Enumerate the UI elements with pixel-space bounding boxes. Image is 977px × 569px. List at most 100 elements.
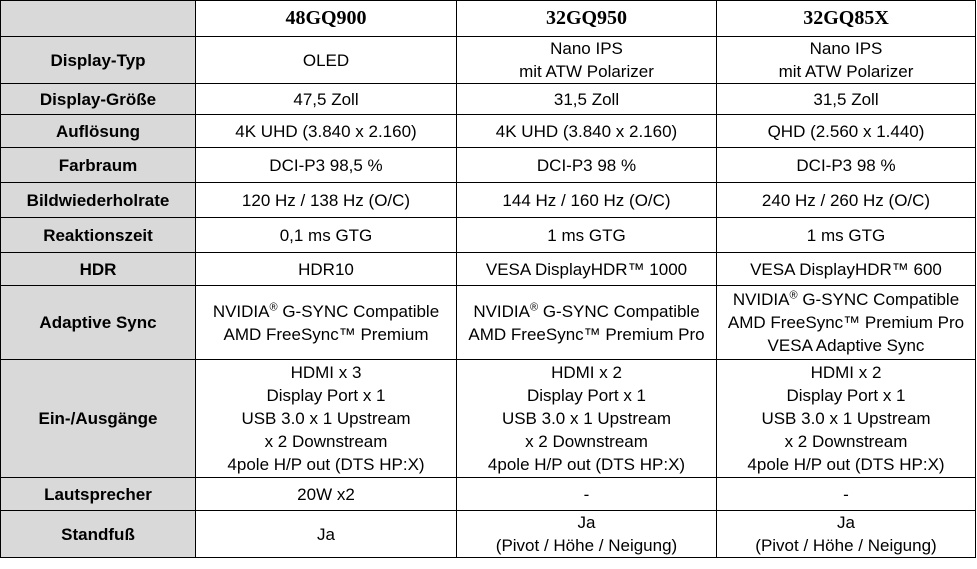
cell-text-line: AMD FreeSync™ Premium Pro	[468, 324, 705, 344]
table-row: Lautsprecher 20W x2 - -	[0, 477, 976, 511]
cell-text-line: -	[843, 484, 849, 504]
cell-48gq900: 47,5 Zoll	[195, 83, 457, 115]
cell-text-line: -	[583, 484, 590, 504]
cell-32gq85x: DCI-P3 98 %	[716, 147, 976, 183]
cell-32gq85x: 31,5 Zoll	[716, 83, 976, 115]
cell-text-line: DCI-P3 98,5 %	[269, 155, 383, 175]
cell-32gq950: Nano IPS mit ATW Polarizer	[456, 36, 717, 84]
cell-32gq85x: Ja (Pivot / Höhe / Neigung)	[716, 510, 976, 558]
cell-text-line: Nano IPS	[809, 39, 883, 58]
cell-32gq950: 1 ms GTG	[456, 217, 717, 253]
cell-48gq900: HDR10	[195, 252, 457, 286]
table-row: Ein-/Ausgänge HDMI x 3 Display Port x 1 USB…	[0, 359, 976, 478]
row-label: Reaktionszeit	[0, 217, 196, 253]
cell-48gq900: 0,1 ms GTG	[195, 217, 457, 253]
cell-text-line: 0,1 ms GTG	[279, 225, 373, 245]
cell-text-line: 1 ms GTG	[547, 225, 626, 245]
cell-48gq900: Ja	[195, 510, 457, 558]
cell-48gq900: HDMI x 3 Display Port x 1 USB 3.0 x 1 Upst…	[195, 359, 457, 478]
cell-32gq950: 144 Hz / 160 Hz (O/C)	[456, 182, 717, 218]
cell-text-line: Ja	[837, 513, 855, 532]
cell-text-line: Ja	[577, 513, 596, 532]
header-model-48gq900: 48GQ900	[195, 0, 457, 37]
cell-48gq900: 120 Hz / 138 Hz (O/C)	[195, 182, 457, 218]
cell-text-line: VESA Adaptive Sync	[767, 336, 925, 355]
table-row: Display-Typ OLED Nano IPS mit ATW Polarizer…	[0, 36, 976, 84]
row-label: Standfuß	[0, 510, 196, 558]
cell-text-line: AMD FreeSync™ Premium	[223, 324, 429, 344]
cell-text-line: 31,5 Zoll	[553, 89, 620, 109]
cell-text-line: 120 Hz / 138 Hz (O/C)	[241, 190, 411, 210]
cell-text-line: VESA DisplayHDR™ 1000	[485, 259, 688, 279]
cell-text-line: Nano IPS	[550, 39, 623, 58]
spec-comparison-table: 48GQ900 32GQ950 32GQ85X Display-Typ OLED N…	[0, 0, 976, 558]
cell-text-line: HDMI x 2	[810, 363, 882, 382]
table-row: Reaktionszeit 0,1 ms GTG 1 ms GTG 1 ms GTG	[0, 217, 976, 253]
cell-32gq950: DCI-P3 98 %	[456, 147, 717, 183]
table-row: HDR HDR10 VESA DisplayHDR™ 1000 VESA Displa…	[0, 252, 976, 286]
cell-text-line: USB 3.0 x 1 Upstream	[501, 409, 672, 428]
cell-32gq950: NVIDIA® G-SYNC Compatible AMD FreeSync™ P…	[456, 285, 717, 360]
header-corner-cell	[0, 0, 196, 37]
row-label: Adaptive Sync	[0, 285, 196, 360]
cell-text-line: 47,5 Zoll	[293, 89, 359, 109]
cell-32gq950: VESA DisplayHDR™ 1000	[456, 252, 717, 286]
cell-text-line: DCI-P3 98 %	[536, 155, 637, 175]
cell-text-line: 4pole H/P out (DTS HP:X)	[747, 455, 945, 474]
row-label: Lautsprecher	[0, 477, 196, 511]
cell-text-line: 4K UHD (3.840 x 2.160)	[235, 121, 417, 141]
cell-32gq85x: Nano IPS mit ATW Polarizer	[716, 36, 976, 84]
header-model-32gq85x: 32GQ85X	[716, 0, 976, 37]
cell-48gq900: OLED	[195, 36, 457, 84]
cell-32gq85x: 1 ms GTG	[716, 217, 976, 253]
table-row: Bildwiederholrate 120 Hz / 138 Hz (O/C) 14…	[0, 182, 976, 218]
header-model-32gq950: 32GQ950	[456, 0, 717, 37]
cell-text-line: x 2 Downstream	[784, 432, 908, 451]
cell-text-line: Display Port x 1	[526, 386, 647, 405]
cell-32gq85x: 240 Hz / 260 Hz (O/C)	[716, 182, 976, 218]
cell-32gq85x: HDMI x 2 Display Port x 1 USB 3.0 x 1 Upst…	[716, 359, 976, 478]
row-label: Auflösung	[0, 114, 196, 148]
cell-text-line: HDMI x 2	[551, 363, 622, 382]
cell-32gq85x: NVIDIA® G-SYNC Compatible AMD FreeSync™ P…	[716, 285, 976, 360]
cell-48gq900: DCI-P3 98,5 %	[195, 147, 457, 183]
cell-text-line: VESA DisplayHDR™ 600	[750, 259, 942, 279]
cell-text-line: NVIDIA® G-SYNC Compatible	[212, 300, 440, 321]
table-row: Standfuß Ja Ja (Pivot / Höhe / Neigung) Ja (P…	[0, 510, 976, 558]
cell-text-line: Display Port x 1	[786, 386, 906, 405]
row-label: Display-Größe	[0, 83, 196, 115]
table-row: Display-Größe 47,5 Zoll 31,5 Zoll 31,5 Zoll	[0, 83, 976, 115]
cell-text-line: 144 Hz / 160 Hz (O/C)	[502, 190, 671, 210]
cell-text-line: AMD FreeSync™ Premium Pro	[727, 313, 965, 332]
header-row: 48GQ900 32GQ950 32GQ85X	[0, 0, 976, 37]
cell-text-line: x 2 Downstream	[264, 432, 388, 451]
cell-48gq900: 20W x2	[195, 477, 457, 511]
cell-text-line: 4K UHD (3.840 x 2.160)	[495, 121, 678, 141]
cell-text-line: Ja	[317, 524, 335, 544]
cell-text-line: mit ATW Polarizer	[519, 62, 654, 81]
table-row: Adaptive Sync NVIDIA® G-SYNC Compatible AM…	[0, 285, 976, 360]
row-label: Farbraum	[0, 147, 196, 183]
cell-text-line: x 2 Downstream	[525, 432, 648, 451]
cell-32gq85x: QHD (2.560 x 1.440)	[716, 114, 976, 148]
cell-text-line: NVIDIA® G-SYNC Compatible	[473, 300, 700, 321]
cell-48gq900: NVIDIA® G-SYNC Compatible AMD FreeSync™ P…	[195, 285, 457, 360]
cell-text-line: USB 3.0 x 1 Upstream	[761, 409, 931, 428]
row-label: Display-Typ	[0, 36, 196, 84]
row-label: Bildwiederholrate	[0, 182, 196, 218]
table-row: Auflösung 4K UHD (3.840 x 2.160) 4K UHD (3…	[0, 114, 976, 148]
cell-text-line: NVIDIA® G-SYNC Compatible	[732, 289, 960, 309]
cell-text-line: DCI-P3 98 %	[796, 155, 896, 175]
cell-text-line: 240 Hz / 260 Hz (O/C)	[761, 190, 931, 210]
cell-text-line: 31,5 Zoll	[813, 89, 879, 109]
cell-32gq950: Ja (Pivot / Höhe / Neigung)	[456, 510, 717, 558]
spec-table-body: Display-Typ OLED Nano IPS mit ATW Polarizer…	[0, 36, 976, 558]
cell-text-line: (Pivot / Höhe / Neigung)	[495, 536, 678, 555]
cell-text-line: 4pole H/P out (DTS HP:X)	[227, 455, 425, 474]
cell-32gq950: 31,5 Zoll	[456, 83, 717, 115]
cell-text-line: QHD (2.560 x 1.440)	[767, 121, 925, 141]
cell-32gq950: -	[456, 477, 717, 511]
cell-text-line: USB 3.0 x 1 Upstream	[241, 409, 411, 428]
cell-32gq85x: VESA DisplayHDR™ 600	[716, 252, 976, 286]
cell-text-line: (Pivot / Höhe / Neigung)	[755, 536, 937, 555]
